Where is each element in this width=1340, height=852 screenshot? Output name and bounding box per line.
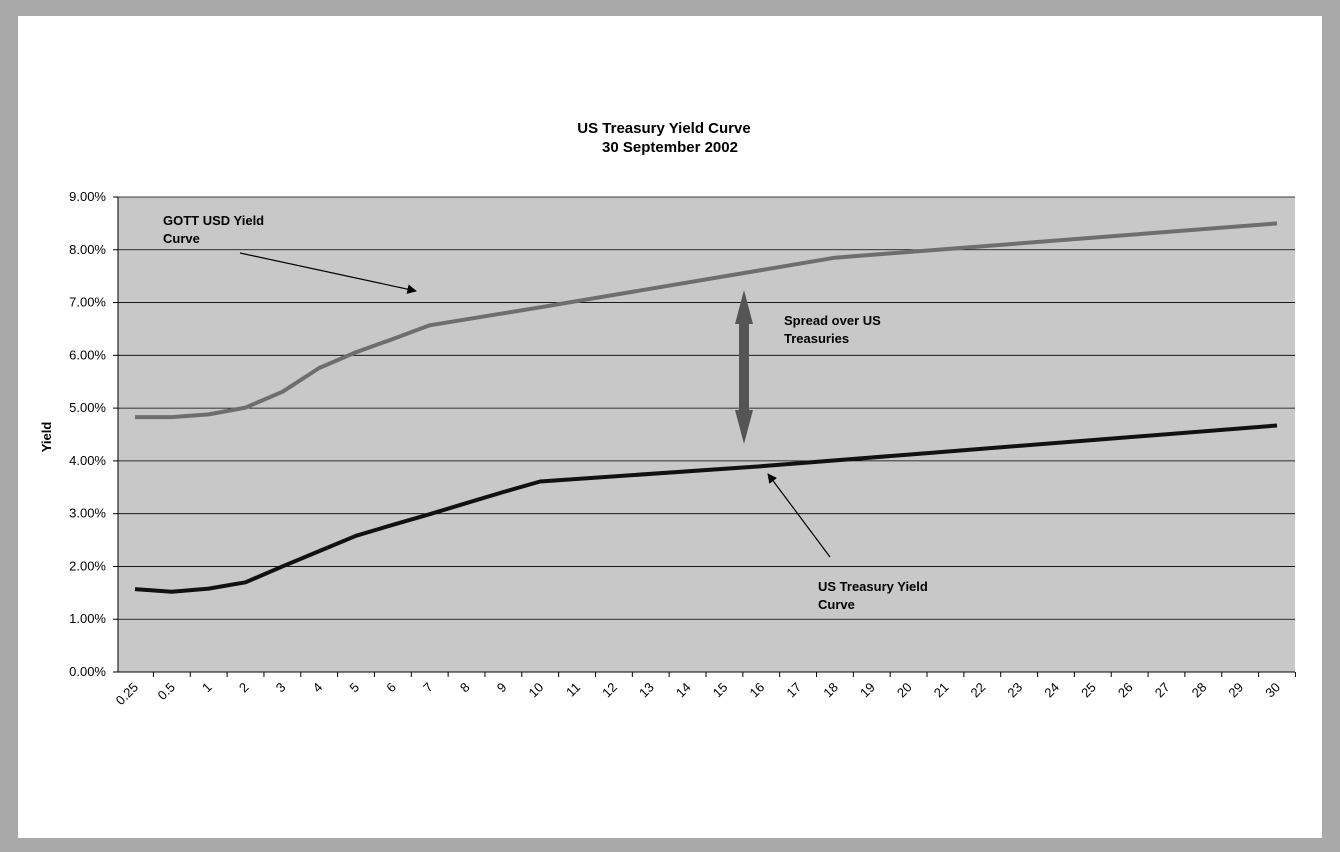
chart-title-line-2: 30 September 2002 <box>602 139 738 156</box>
x-tick-label: 6 <box>383 680 399 696</box>
x-tick-label: 0.5 <box>155 680 178 703</box>
annotation-gott-line-2: Curve <box>163 231 200 246</box>
y-tick-label: 4.00% <box>69 453 106 468</box>
x-tick-label: 14 <box>673 680 694 701</box>
x-tick-label: 27 <box>1152 680 1173 701</box>
annotation-treasury-arrow <box>767 473 831 558</box>
x-tick-label: 16 <box>747 680 768 701</box>
x-tick-label: 24 <box>1041 680 1062 701</box>
series-line-gott-usd <box>135 221 1278 420</box>
x-tick-label: 3 <box>273 680 289 696</box>
series-line-us-treasury <box>134 423 1278 594</box>
y-tick-label: 8.00% <box>69 242 106 257</box>
x-tick-label: 0.25 <box>113 680 142 709</box>
x-tick-label: 4 <box>310 680 326 696</box>
x-tick-label: 8 <box>457 680 473 696</box>
annotation-spread-line-2: Treasuries <box>784 331 849 346</box>
y-tick-label: 1.00% <box>69 611 106 626</box>
gridlines <box>117 196 1295 673</box>
x-axis-ticks: 0.25 0.5 1 2 3 4 5 6 7 8 9 10 11 12 13 14 15 16 17 18 19 20 21… <box>113 672 1296 708</box>
y-tick-label: 5.00% <box>69 400 106 415</box>
x-tick-label: 19 <box>857 680 878 701</box>
x-tick-label: 11 <box>563 680 583 700</box>
x-tick-label: 29 <box>1225 680 1246 701</box>
x-tick-label: 5 <box>346 680 362 696</box>
y-tick-label: 6.00% <box>69 347 106 362</box>
y-axis-label: Yield <box>39 422 54 453</box>
spread-double-arrow <box>735 290 753 444</box>
annotation-gott-line-1: GOTT USD Yield <box>163 213 264 228</box>
x-tick-label: 20 <box>894 680 915 701</box>
annotation-gott-arrow <box>239 252 417 294</box>
plot-area <box>118 197 1295 672</box>
annotation-spread-line-1: Spread over US <box>784 313 881 328</box>
x-tick-label: 1 <box>199 680 215 696</box>
x-tick-label: 25 <box>1078 680 1099 701</box>
x-tick-label: 28 <box>1189 680 1210 701</box>
x-tick-label: 18 <box>820 680 841 701</box>
x-tick-label: 26 <box>1115 680 1136 701</box>
x-tick-label: 12 <box>599 680 620 701</box>
annotation-treasury-line-1: US Treasury Yield <box>818 579 928 594</box>
x-tick-label: 22 <box>968 680 989 701</box>
x-tick-label: 23 <box>1004 680 1025 701</box>
y-axis-ticks: 0.00% 1.00% 2.00% 3.00% 4.00% 5.00% 6.00% 7.00%… <box>69 189 118 679</box>
x-tick-label: 9 <box>494 680 510 696</box>
y-tick-label: 9.00% <box>69 189 106 204</box>
x-tick-label: 7 <box>420 680 436 696</box>
x-tick-label: 17 <box>783 680 804 701</box>
x-tick-label: 30 <box>1262 680 1283 701</box>
annotation-treasury-line-2: Curve <box>818 597 855 612</box>
y-tick-label: 3.00% <box>69 506 106 521</box>
y-tick-label: 0.00% <box>69 664 106 679</box>
chart-title-line-1: US Treasury Yield Curve <box>577 120 750 137</box>
y-tick-label: 2.00% <box>69 558 106 573</box>
x-tick-label: 15 <box>710 680 731 701</box>
x-tick-label: 2 <box>236 680 252 696</box>
x-tick-label: 21 <box>931 680 952 701</box>
x-tick-label: 13 <box>636 680 657 701</box>
x-tick-label: 10 <box>526 680 547 701</box>
y-tick-label: 7.00% <box>69 295 106 310</box>
